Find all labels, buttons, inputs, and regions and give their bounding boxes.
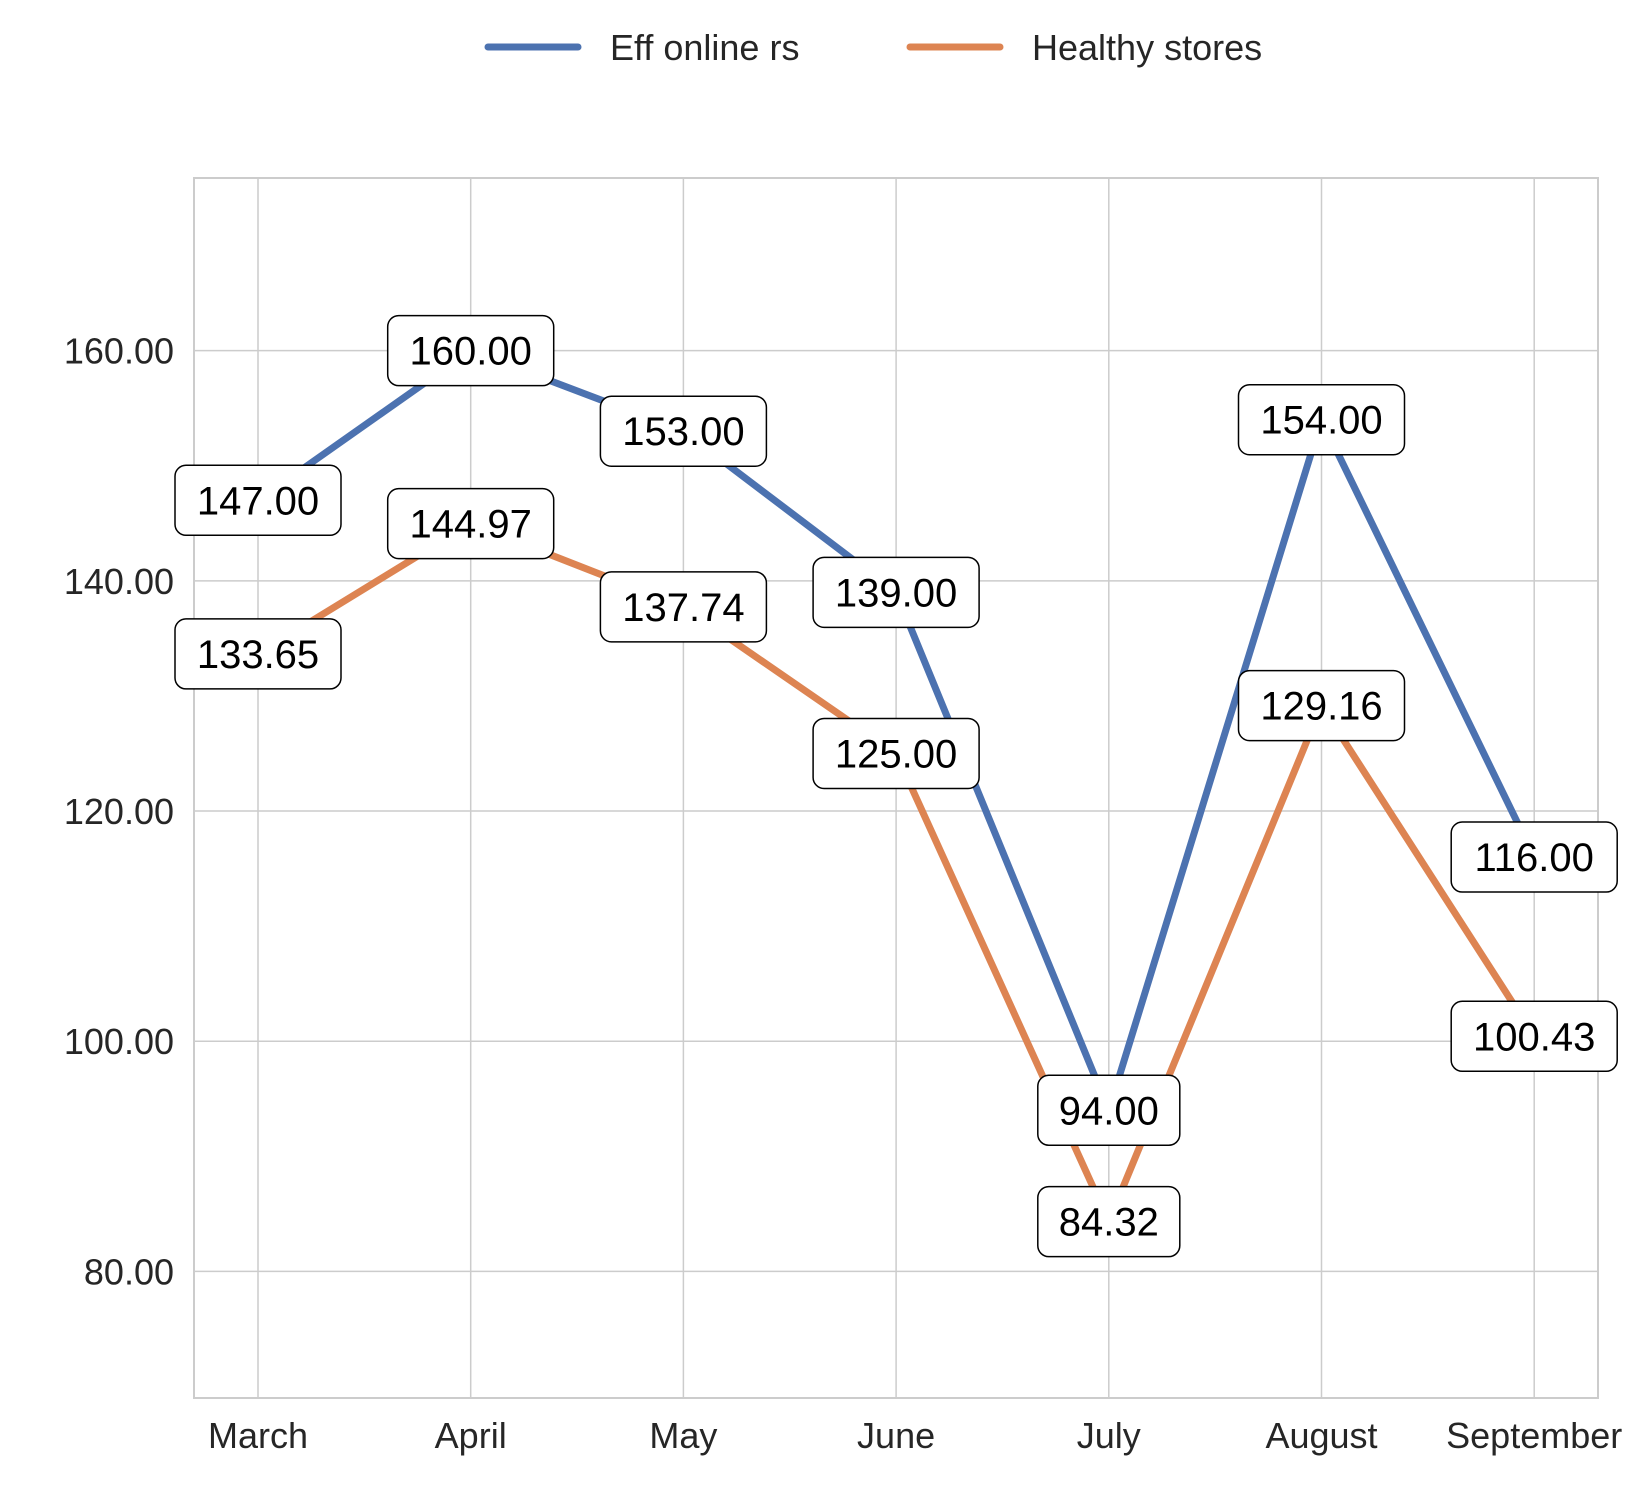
data-label-box [1450,821,1618,893]
data-label-box [812,717,980,790]
data-label-text: 94.00 [1059,1089,1159,1133]
data-label-text: 137.74 [622,586,744,630]
y-axis-tick-labels: 80.00 100.00 120.00 140.00 160.00 [64,331,174,1293]
x-tick-label: May [649,1415,717,1456]
data-label-box [174,618,342,690]
data-label: 137.74 [599,571,768,643]
data-label: 94.00 [1037,1074,1181,1147]
legend-label: Healthy stores [1032,27,1262,68]
legend-item: Healthy stores [906,27,1262,68]
data-label: 139.00 [812,556,980,629]
data-label-text: 153.00 [622,410,744,454]
data-label: 147.00 [174,464,342,537]
data-label-text: 84.32 [1059,1201,1159,1245]
data-label-box [386,314,555,387]
y-tick-label: 100.00 [64,1021,174,1062]
data-label-text: 147.00 [197,479,319,523]
plot-frame [193,177,1599,1399]
data-label-text: 139.00 [835,571,957,615]
data-label-text: 125.00 [835,732,957,776]
data-label: 154.00 [1237,383,1406,456]
legend-label: Eff online rs [610,27,799,68]
data-label: 100.43 [1450,1000,1618,1073]
y-tick-label: 160.00 [64,331,174,372]
data-label-text: 116.00 [1475,836,1594,880]
data-label-text: 160.00 [410,330,532,374]
data-label: 160.00 [386,314,555,387]
data-label-box [1037,1185,1181,1258]
data-label-text: 100.43 [1473,1015,1595,1059]
x-tick-label: March [208,1415,308,1456]
data-label-box [599,571,768,643]
y-tick-label: 140.00 [64,561,174,602]
y-tick-label: 80.00 [84,1251,174,1292]
data-label-text: 154.00 [1260,399,1382,443]
data-label-box [1450,1000,1618,1073]
data-label-text: 133.65 [197,633,319,677]
data-label-box [599,395,768,467]
data-label-box [386,487,555,560]
x-axis-tick-labels: March April May June July August September [208,1415,1622,1456]
y-tick-label: 120.00 [64,791,174,832]
data-label-box [812,556,980,629]
data-label: 116.00 [1450,821,1618,893]
x-tick-label: April [435,1415,507,1456]
data-label-box [1037,1074,1181,1147]
x-tick-label: August [1265,1415,1377,1456]
data-label-box [174,464,342,537]
x-tick-label: June [857,1415,935,1456]
data-label: 84.32 [1037,1185,1181,1258]
data-label: 133.65 [174,618,342,690]
data-labels: 147.00 160.00 153.00 139.00 94.00 154.00 116.0… [174,314,1618,1258]
legend: Eff online rs Healthy stores [484,27,1262,68]
data-label: 144.97 [386,487,555,560]
data-label: 125.00 [812,717,980,790]
plot-area: 147.00 160.00 153.00 139.00 94.00 154.00 116.0… [174,177,1618,1399]
legend-item: Eff online rs [484,27,799,68]
data-label-box [1237,669,1406,742]
data-label: 153.00 [599,395,768,467]
data-label-box [1237,383,1406,456]
data-label-text: 129.16 [1260,685,1382,729]
data-label-text: 144.97 [410,503,532,547]
data-label: 129.16 [1237,669,1406,742]
x-tick-label: July [1077,1415,1141,1456]
x-tick-label: September [1446,1415,1622,1456]
